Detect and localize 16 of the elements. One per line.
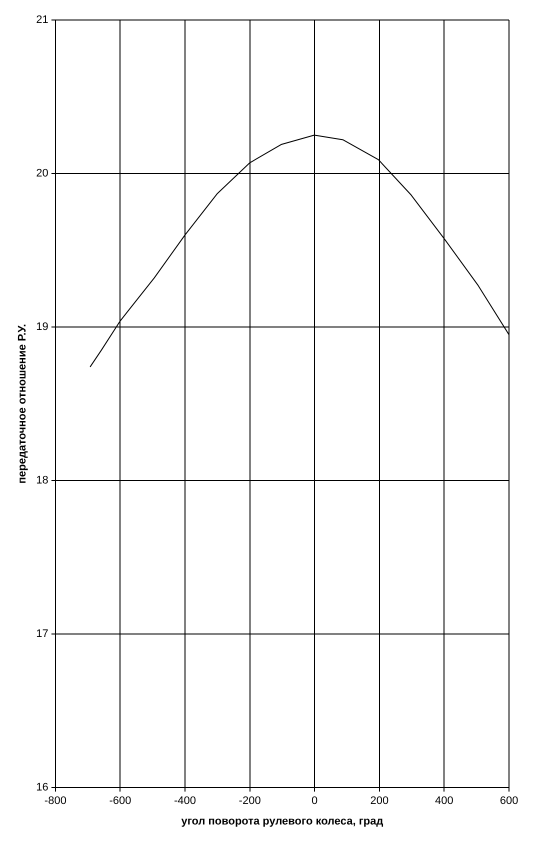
y-tick-label: 18 [36, 474, 48, 487]
x-axis-title: угол поворота рулевого колеса, град [181, 815, 384, 828]
y-tick-label: 20 [36, 168, 48, 180]
x-tick-label: 200 [370, 795, 389, 808]
y-axis-title: передаточное отношение Р.У. [16, 324, 29, 484]
y-tick-label: 19 [36, 321, 48, 334]
y-tick-label: 21 [36, 14, 48, 26]
x-tick-label: 400 [435, 795, 454, 808]
x-tick-label: -400 [174, 795, 196, 808]
x-tick-label: 0 [312, 795, 318, 808]
x-tick-label: -800 [44, 795, 66, 808]
y-tick-label: 17 [36, 628, 48, 640]
x-tick-label: -600 [109, 795, 132, 808]
x-tick-label: -200 [238, 795, 261, 808]
y-tick-label: 16 [36, 782, 48, 794]
x-tick-label: 600 [500, 795, 518, 808]
